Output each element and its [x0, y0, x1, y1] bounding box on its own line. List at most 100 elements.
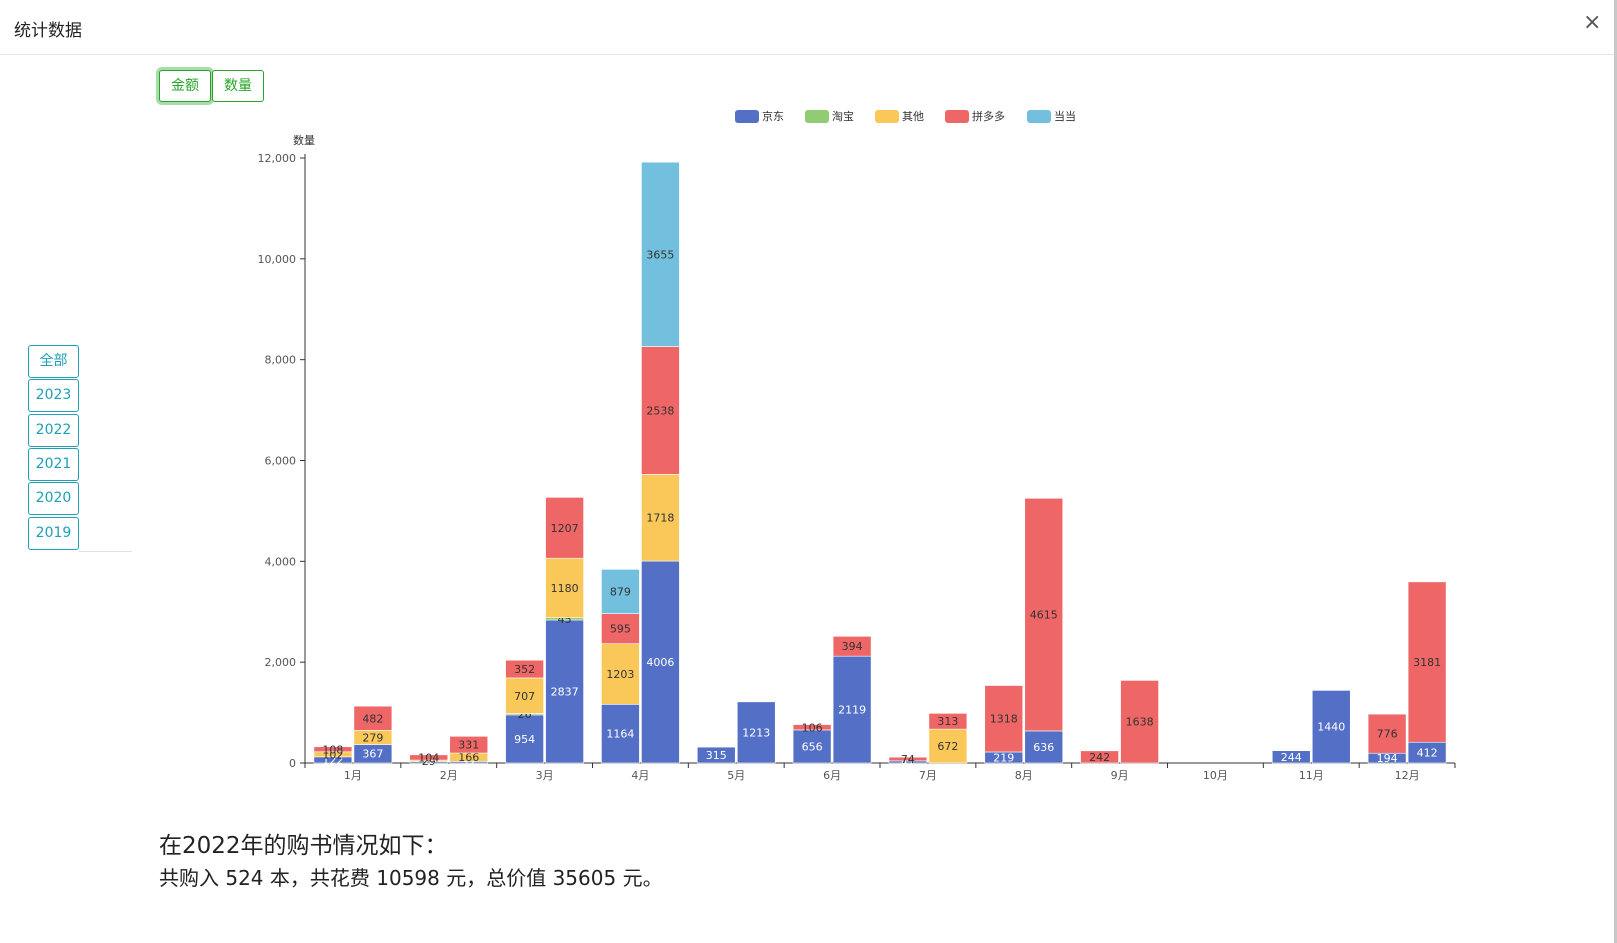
bar-segment	[888, 756, 928, 762]
legend-swatch	[735, 110, 759, 123]
legend-swatch	[1027, 110, 1051, 123]
x-tick-label: 1月	[344, 769, 362, 782]
data-label: 108	[322, 743, 343, 756]
bar-segment	[641, 161, 680, 347]
quantity-mode-button[interactable]: 数量	[212, 70, 264, 102]
close-icon[interactable]: ×	[1583, 10, 1602, 35]
data-label: 106	[802, 721, 823, 734]
y-tick-label: 10,000	[258, 253, 297, 266]
bar-segment	[792, 724, 832, 731]
bar-segment	[928, 713, 968, 730]
x-tick-label: 7月	[919, 769, 937, 782]
summary-text: 共购入 524 本，共花费 10598 元，总价值 35605 元。	[159, 866, 663, 890]
data-label: 394	[842, 640, 863, 653]
bar-segment	[641, 560, 680, 764]
data-label: 1638	[1126, 716, 1154, 729]
modal-title: 统计数据	[14, 21, 82, 41]
data-label: 595	[610, 623, 631, 636]
data-label: 74	[901, 753, 915, 766]
data-label: 636	[1033, 741, 1054, 754]
year-button-2020[interactable]: 2020	[28, 482, 79, 515]
data-label: 1207	[551, 522, 579, 535]
x-tick-label: 2月	[440, 769, 458, 782]
y-tick-label: 12,000	[258, 152, 297, 165]
legend-swatch	[875, 110, 899, 123]
y-tick-label: 8,000	[265, 354, 297, 367]
bar-segment	[832, 636, 872, 657]
data-label: 1318	[990, 713, 1018, 726]
year-button-2019[interactable]: 2019	[28, 517, 79, 550]
stacked-bar-chart: 数量 0 2,000 4,000 6,000 8,000 10,000 12,000 1月 2月 3…	[258, 109, 1456, 782]
data-label: 279	[362, 731, 383, 744]
bar-segment	[545, 557, 584, 618]
data-label: 656	[802, 740, 823, 753]
data-label: 242	[1089, 751, 1110, 764]
summary-title: 在2022年的购书情况如下：	[159, 833, 448, 859]
bar-segment	[353, 705, 393, 731]
legend-label: 当当	[1054, 109, 1076, 123]
data-label: 1203	[606, 668, 634, 681]
bar-segment	[449, 736, 489, 754]
data-label: 4006	[646, 656, 674, 669]
bar-segment	[984, 685, 1024, 753]
bar-segment	[792, 729, 832, 764]
data-label: 672	[937, 740, 958, 753]
x-tick-label: 12月	[1395, 769, 1420, 782]
amount-mode-button[interactable]: 金额	[159, 70, 211, 102]
bar-segment	[1311, 690, 1351, 764]
bar-segment	[1120, 680, 1159, 764]
bar-segment	[545, 619, 584, 764]
y-tick-label: 4,000	[265, 555, 297, 568]
bar-segment	[1024, 497, 1064, 732]
data-label: 2837	[551, 685, 579, 698]
bar-segment	[928, 728, 968, 764]
year-button-2023[interactable]: 2023	[28, 379, 79, 412]
legend-label: 拼多多	[972, 109, 1005, 123]
data-label: 412	[1417, 747, 1438, 760]
data-label: 104	[418, 751, 439, 764]
data-label: 331	[458, 739, 479, 752]
bar-segment	[545, 497, 584, 559]
data-label: 2538	[646, 404, 674, 417]
data-label: 1718	[646, 512, 674, 525]
bar-segment	[1367, 713, 1407, 754]
x-tick-label: 3月	[536, 769, 554, 782]
bar-segment	[601, 569, 640, 614]
x-tick-label: 10月	[1203, 769, 1228, 782]
data-label: 219	[993, 751, 1014, 764]
year-button-2022[interactable]: 2022	[28, 414, 79, 447]
data-label: 313	[937, 715, 958, 728]
bar-segment	[601, 613, 640, 644]
y-axis-label: 数量	[293, 134, 315, 147]
y-tick-label: 0	[289, 757, 296, 770]
data-label: 367	[362, 748, 383, 761]
data-label: 122	[322, 754, 343, 767]
x-tick-label: 5月	[727, 769, 745, 782]
data-label: 3655	[646, 248, 674, 261]
year-list-divider	[79, 551, 132, 552]
bar-segment	[505, 659, 544, 679]
bar-segment	[736, 701, 776, 764]
year-button-2021[interactable]: 2021	[28, 448, 79, 481]
legend-label: 其他	[902, 110, 924, 123]
bar-segment	[313, 746, 353, 753]
data-label: 482	[362, 712, 383, 725]
bar-segment	[832, 655, 872, 764]
bar-segment	[696, 746, 736, 764]
bar-segment	[1080, 750, 1119, 764]
year-button-all[interactable]: 全部	[28, 345, 79, 378]
data-label: 352	[514, 663, 535, 676]
bar-segment	[409, 754, 449, 761]
y-tick-label: 6,000	[265, 455, 297, 468]
data-label: 1180	[551, 582, 579, 595]
data-label: 954	[514, 733, 535, 746]
data-label: 1440	[1317, 721, 1345, 734]
x-tick-label: 8月	[1015, 769, 1033, 782]
x-tick-label: 9月	[1111, 769, 1129, 782]
bar-segment	[1407, 581, 1447, 743]
bar-segment	[601, 643, 640, 705]
x-tick-label: 4月	[631, 769, 649, 782]
bar-segment	[1024, 730, 1064, 764]
data-label: 315	[706, 749, 727, 762]
x-tick-label: 6月	[823, 769, 841, 782]
